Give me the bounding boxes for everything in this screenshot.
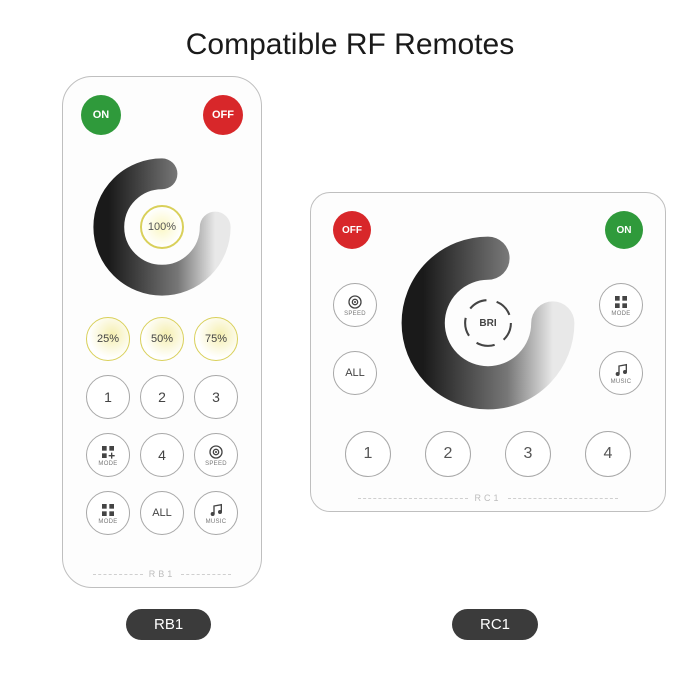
rc1-music-button[interactable]: MUSIC bbox=[599, 351, 643, 395]
rb1-zone-1[interactable]: 1 bbox=[86, 375, 130, 419]
rc1-off-button[interactable]: OFF bbox=[333, 211, 371, 249]
rb1-zone-4[interactable]: 4 bbox=[140, 433, 184, 477]
rc1-on-button[interactable]: ON bbox=[605, 211, 643, 249]
dashed-ring-icon bbox=[462, 297, 514, 349]
music-icon bbox=[208, 502, 224, 518]
remote-rc1: OFF ON BRI SP bbox=[310, 192, 666, 512]
rb1-off-button[interactable]: OFF bbox=[203, 95, 243, 135]
rb1-mode-button[interactable]: MODE bbox=[86, 491, 130, 535]
grid-icon bbox=[100, 502, 116, 518]
page-title: Compatible RF Remotes bbox=[0, 0, 700, 62]
stage: ON OFF 100% 25% 50% 75% 1 2 3 bbox=[0, 62, 700, 662]
rb1-dial-center[interactable]: 100% bbox=[140, 205, 184, 249]
rb1-on-button[interactable]: ON bbox=[81, 95, 121, 135]
rb1-zone-3[interactable]: 3 bbox=[194, 375, 238, 419]
pill-rb1: RB1 bbox=[126, 609, 211, 640]
rc1-zone-2[interactable]: 2 bbox=[425, 431, 471, 477]
rc1-zone-4[interactable]: 4 bbox=[585, 431, 631, 477]
rc1-mode-button[interactable]: MODE bbox=[599, 283, 643, 327]
rc1-dial-center[interactable]: BRI bbox=[462, 297, 514, 349]
rb1-mode-plus-button[interactable]: MODE bbox=[86, 433, 130, 477]
rc1-dial[interactable]: BRI bbox=[398, 233, 578, 413]
music-icon bbox=[613, 362, 629, 378]
rb1-speed-button[interactable]: SPEED bbox=[194, 433, 238, 477]
mode-label: MODE bbox=[98, 461, 117, 467]
remote-rb1: ON OFF 100% 25% 50% 75% 1 2 3 bbox=[62, 76, 262, 588]
rc1-model-mark: RC1 bbox=[311, 493, 665, 503]
pill-rc1: RC1 bbox=[452, 609, 538, 640]
rb1-model-mark: RB1 bbox=[63, 569, 261, 579]
rc1-speed-button[interactable]: SPEED bbox=[333, 283, 377, 327]
rb1-dial[interactable]: 100% bbox=[92, 157, 232, 297]
speed-icon bbox=[208, 444, 224, 460]
grid-plus-icon bbox=[100, 444, 116, 460]
rc1-zone-3[interactable]: 3 bbox=[505, 431, 551, 477]
music-label: MUSIC bbox=[206, 519, 227, 525]
rc1-all-button[interactable]: ALL bbox=[333, 351, 377, 395]
rb1-music-button[interactable]: MUSIC bbox=[194, 491, 238, 535]
grid-icon bbox=[613, 294, 629, 310]
mode-label: MODE bbox=[98, 519, 117, 525]
mode-label: MODE bbox=[611, 311, 630, 317]
speed-label: SPEED bbox=[205, 461, 227, 467]
speed-icon bbox=[347, 294, 363, 310]
music-label: MUSIC bbox=[611, 379, 632, 385]
rc1-num-row: 1 2 3 4 bbox=[311, 431, 665, 477]
rb1-button-grid: 25% 50% 75% 1 2 3 MODE 4 SPEED MODE ALL bbox=[63, 317, 261, 535]
rb1-pct-25[interactable]: 25% bbox=[86, 317, 130, 361]
rc1-zone-1[interactable]: 1 bbox=[345, 431, 391, 477]
rb1-all-button[interactable]: ALL bbox=[140, 491, 184, 535]
rb1-pct-75[interactable]: 75% bbox=[194, 317, 238, 361]
speed-label: SPEED bbox=[344, 311, 366, 317]
rb1-zone-2[interactable]: 2 bbox=[140, 375, 184, 419]
rb1-pct-50[interactable]: 50% bbox=[140, 317, 184, 361]
